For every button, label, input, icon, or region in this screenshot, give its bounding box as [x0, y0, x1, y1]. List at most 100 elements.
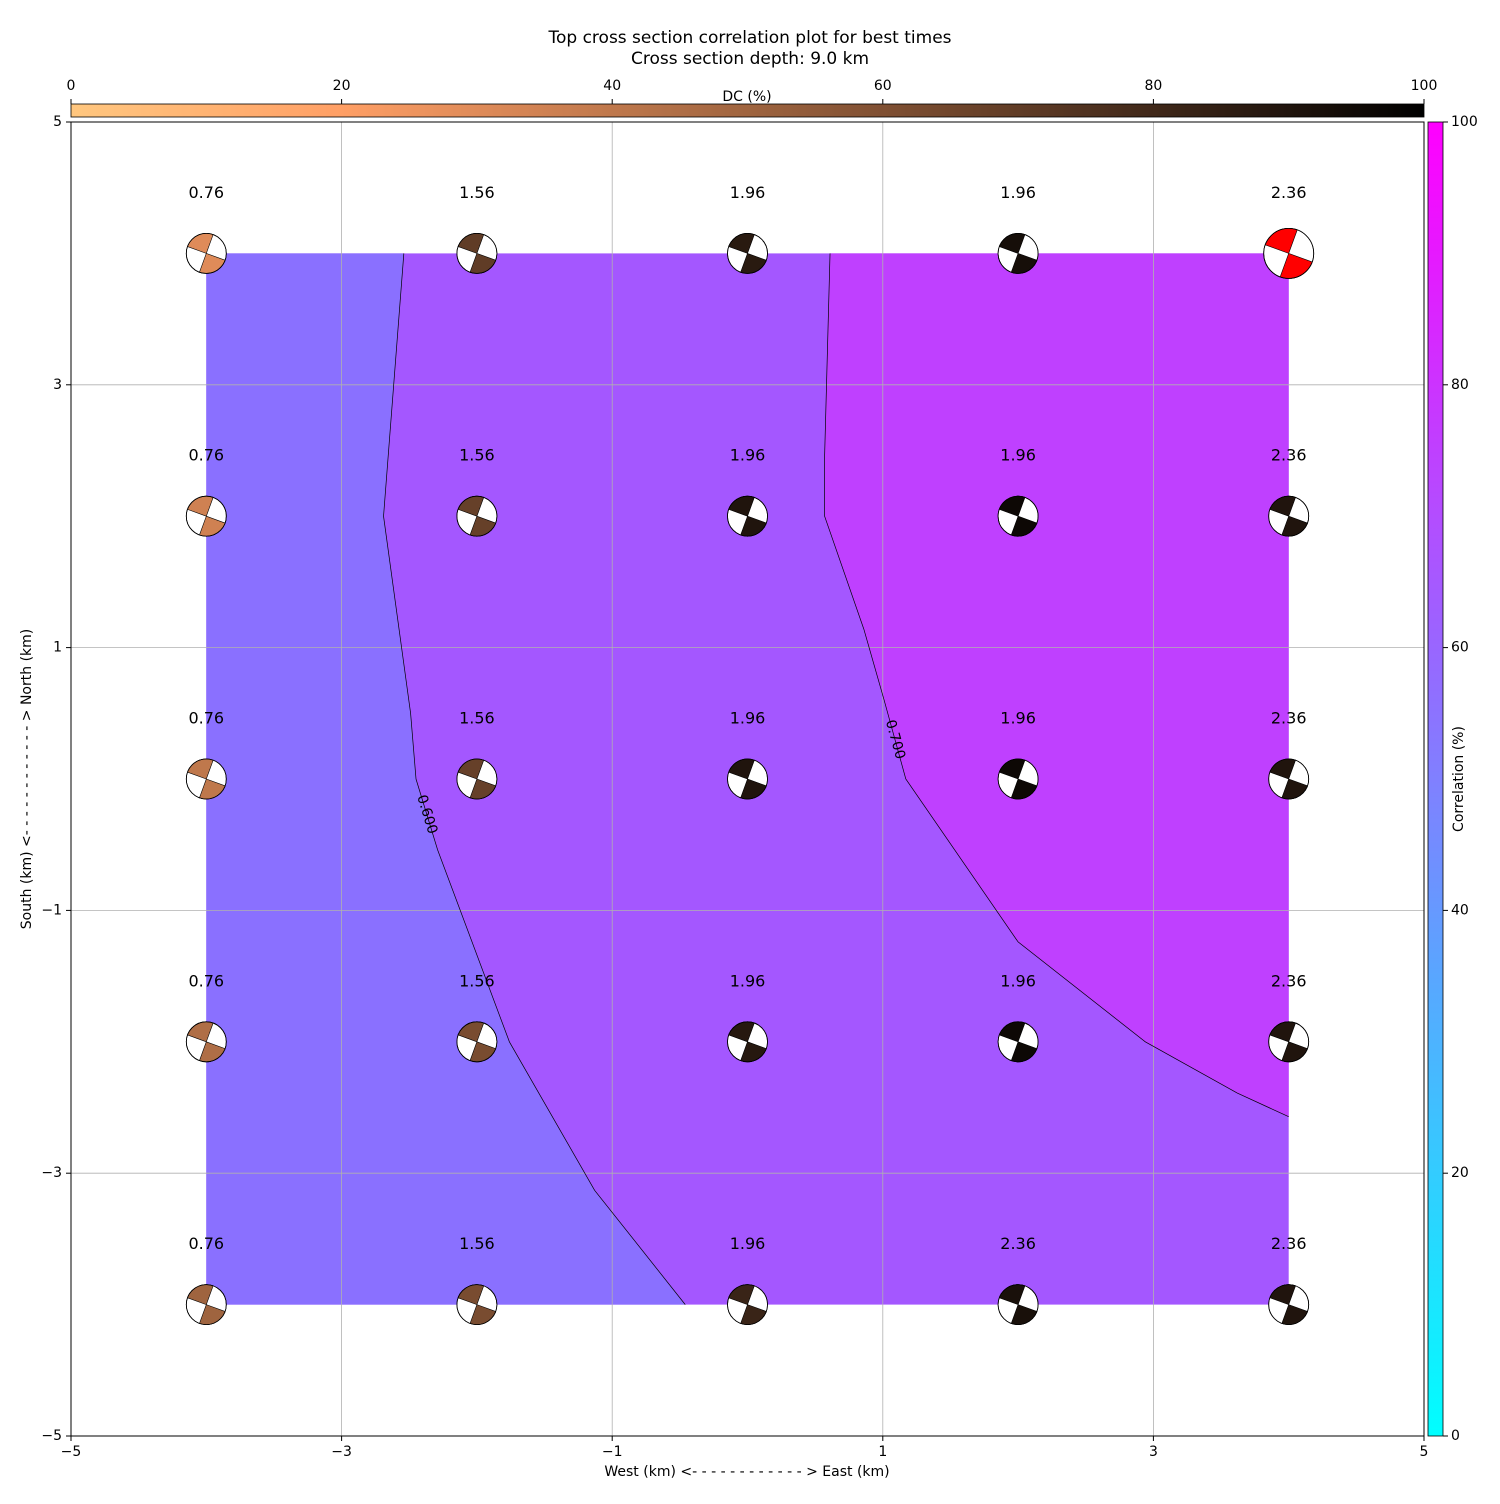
correlation-colorbar-tick-label: 40	[1451, 902, 1469, 918]
time-label: 0.76	[188, 971, 224, 990]
beachball-outline	[1268, 758, 1310, 800]
beachball	[727, 232, 768, 274]
time-label: 1.56	[459, 971, 495, 990]
beachball-outline	[456, 1021, 498, 1063]
beachball	[456, 758, 498, 800]
time-label: 1.96	[1000, 971, 1036, 990]
y-tick-label: 3	[53, 377, 62, 393]
contour-fill	[206, 253, 686, 1305]
beachball	[997, 1021, 1039, 1063]
beachball-outline	[727, 1284, 768, 1325]
time-label: 1.56	[459, 709, 495, 728]
dc-colorbar-label: DC (%)	[722, 89, 771, 105]
time-label: 0.76	[188, 183, 224, 202]
beachball-outline	[1268, 495, 1310, 537]
time-label: 1.96	[730, 183, 766, 202]
y-tick-label: −5	[41, 1428, 62, 1444]
beachball-outline	[1268, 1021, 1310, 1063]
contour-line	[824, 253, 1289, 1118]
chart-subtitle: Cross section depth: 9.0 km	[631, 49, 869, 69]
y-tick-label: −3	[41, 1165, 62, 1181]
time-label: 2.36	[1000, 1234, 1036, 1253]
beachball	[997, 495, 1039, 537]
time-label: 2.36	[1271, 446, 1307, 465]
beachball-outline	[456, 758, 498, 800]
beachball	[456, 495, 498, 537]
beachball	[1263, 227, 1315, 279]
time-label: 2.36	[1271, 709, 1307, 728]
beachball-outline	[456, 232, 498, 274]
beachball-outline	[997, 1284, 1039, 1325]
x-tick-label: 5	[1420, 1444, 1429, 1460]
time-label: 0.76	[188, 1234, 224, 1253]
dc-colorbar-tick-label: 40	[603, 78, 621, 94]
beachball	[727, 1284, 768, 1325]
correlation-colorbar-tick-label: 20	[1451, 1165, 1469, 1181]
beachball	[456, 232, 498, 274]
time-label: 2.36	[1271, 1234, 1307, 1253]
beachball-outline	[185, 495, 227, 537]
beachball	[1268, 1021, 1310, 1063]
dc-colorbar-tick-label: 20	[333, 78, 351, 94]
time-label: 1.96	[730, 709, 766, 728]
beachball-outline	[185, 1284, 227, 1325]
beachball	[997, 1284, 1039, 1325]
beachball	[456, 1021, 498, 1063]
beachball-outline	[997, 758, 1039, 800]
beachball	[456, 1284, 498, 1325]
time-label: 2.36	[1271, 971, 1307, 990]
beachball-outline	[727, 495, 768, 537]
x-tick-label: −1	[602, 1444, 623, 1460]
beachball-outline	[727, 232, 768, 274]
x-axis-label: West (km) <- - - - - - - - - - - - > Eas…	[604, 1464, 889, 1480]
y-axis-label: South (km) <- - - - - - - - - - - - > No…	[19, 629, 35, 929]
contour-fill	[824, 253, 1289, 1117]
chart-title: Top cross section correlation plot for b…	[547, 28, 951, 48]
beachball	[997, 758, 1039, 800]
beachball	[727, 758, 768, 800]
beachball	[727, 1021, 768, 1063]
beachball-outline	[1263, 227, 1315, 279]
x-tick-label: 1	[878, 1444, 887, 1460]
beachball-outline	[727, 758, 768, 800]
x-tick-label: −5	[61, 1444, 82, 1460]
beachball-outline	[456, 495, 498, 537]
beachball	[185, 495, 227, 537]
beachball	[1268, 1284, 1310, 1325]
time-label: 1.96	[1000, 709, 1036, 728]
dc-colorbar-tick-label: 80	[1144, 78, 1162, 94]
correlation-colorbar	[1427, 121, 1444, 1437]
beachball-outline	[997, 1021, 1039, 1063]
dc-colorbar	[70, 103, 1425, 118]
beachball-outline	[1268, 1284, 1310, 1325]
time-label: 1.96	[730, 1234, 766, 1253]
correlation-colorbar-tick-label: 0	[1451, 1428, 1460, 1444]
time-label: 1.96	[1000, 446, 1036, 465]
plot-frame	[70, 121, 1425, 1437]
time-label: 1.96	[730, 446, 766, 465]
dc-colorbar-tick-label: 60	[874, 78, 892, 94]
time-label: 1.56	[459, 446, 495, 465]
time-label: 1.96	[1000, 183, 1036, 202]
beachball-outline	[185, 1021, 227, 1063]
y-tick-label: 5	[53, 114, 62, 130]
beachball-outline	[456, 1284, 498, 1325]
correlation-colorbar-tick-label: 60	[1451, 640, 1469, 656]
y-tick-label: 1	[53, 640, 62, 656]
beachball-outline	[997, 495, 1039, 537]
dc-colorbar-tick-label: 100	[1411, 78, 1438, 94]
time-label: 1.56	[459, 1234, 495, 1253]
y-tick-label: −1	[41, 902, 62, 918]
x-tick-label: −3	[331, 1444, 352, 1460]
beachball-outline	[185, 758, 227, 800]
beachball-outline	[727, 1021, 768, 1063]
beachball	[185, 1021, 227, 1063]
correlation-colorbar-tick-label: 80	[1451, 377, 1469, 393]
correlation-colorbar-tick-label: 100	[1451, 114, 1478, 130]
dc-colorbar-tick-label: 0	[67, 78, 76, 94]
beachball	[185, 758, 227, 800]
beachball	[185, 1284, 227, 1325]
x-tick-label: 3	[1149, 1444, 1158, 1460]
beachball-outline	[185, 232, 227, 274]
